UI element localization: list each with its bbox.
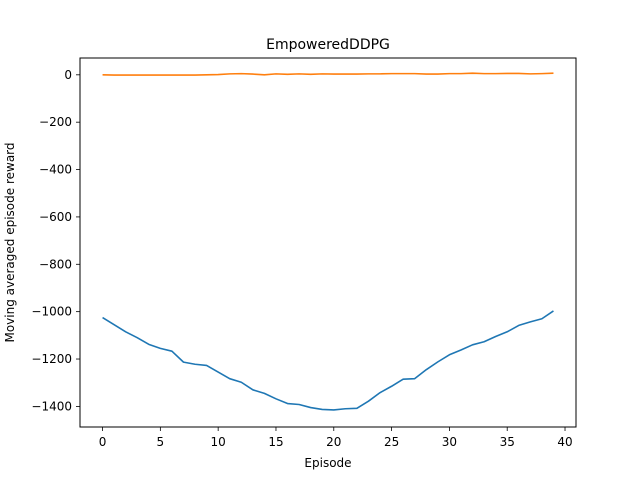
y-tick-label: −800 [39,257,72,271]
x-tick-label: 10 [211,435,226,449]
series-layer [102,72,554,411]
x-tick-label: 25 [384,435,399,449]
y-tick-label: 0 [64,68,72,82]
y-axis-label: Moving averaged episode reward [3,142,17,342]
y-tick-label: −600 [39,210,72,224]
x-axis: 0 5 10 15 20 25 30 35 40 [99,427,573,449]
x-tick-label: 20 [326,435,341,449]
y-tick-label: −1200 [31,352,72,366]
x-tick-label: 0 [99,435,107,449]
x-tick-label: 40 [557,435,572,449]
chart-title: EmpoweredDDPG [266,37,390,53]
plot-background [80,58,576,427]
series-line-1 [102,310,554,411]
y-tick-label: −200 [39,115,72,129]
y-axis: 0 −200 −400 −600 −800 −1000 −1200 −1400 [31,68,80,413]
y-tick-label: −1400 [31,399,72,413]
y-tick-label: −400 [39,163,72,177]
series-line-2 [102,72,554,76]
x-axis-label: Episode [304,456,351,470]
x-tick-label: 5 [157,435,165,449]
x-tick-label: 30 [442,435,457,449]
x-tick-label: 15 [268,435,283,449]
y-tick-label: −1000 [31,305,72,319]
plot-frame [79,57,577,428]
x-tick-label: 35 [500,435,515,449]
